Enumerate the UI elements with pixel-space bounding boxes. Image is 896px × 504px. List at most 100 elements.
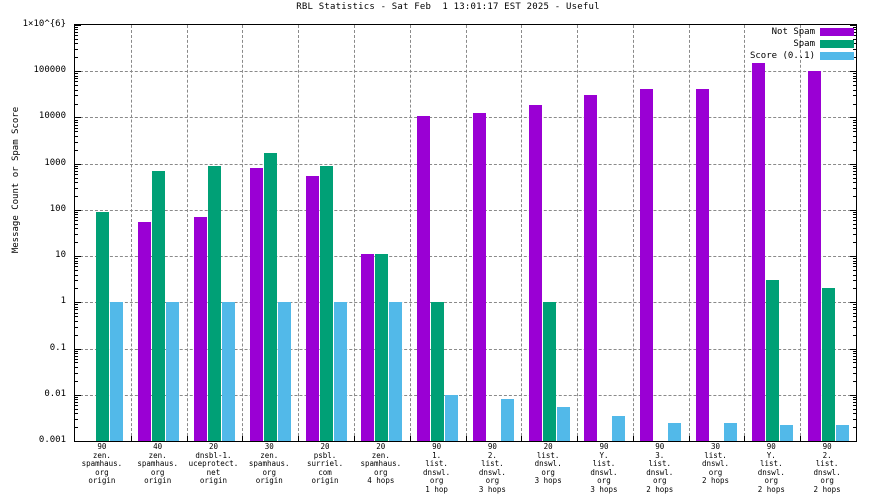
bar-score xyxy=(500,399,514,441)
y-tick-minor xyxy=(75,214,78,216)
y-tick-minor xyxy=(75,73,78,75)
y-tick-major xyxy=(75,25,81,26)
y-tick-minor xyxy=(853,350,856,352)
bar-score xyxy=(668,422,682,441)
vertical-gridline xyxy=(577,25,579,441)
y-tick-minor xyxy=(853,173,856,175)
y-tick-label: 10 xyxy=(55,250,66,261)
y-tick-minor xyxy=(853,396,856,398)
y-tick-minor xyxy=(853,165,856,167)
y-tick-minor xyxy=(853,362,856,364)
legend-item[interactable]: Spam xyxy=(750,38,854,50)
legend-label: Not Spam xyxy=(771,27,815,37)
y-tick-minor xyxy=(75,220,78,222)
bar-score xyxy=(445,395,459,441)
legend-item[interactable]: Not Spam xyxy=(750,26,854,38)
vertical-gridline xyxy=(465,25,467,441)
bar-score xyxy=(333,302,347,441)
y-tick-minor xyxy=(853,242,856,244)
y-tick-major xyxy=(850,163,856,165)
y-tick-minor xyxy=(75,212,78,213)
y-tick-minor xyxy=(853,355,856,357)
y-tick-minor xyxy=(75,358,78,360)
bar-score xyxy=(724,422,738,441)
y-tick-minor xyxy=(75,165,78,167)
x-tick xyxy=(577,436,579,441)
y-tick-minor xyxy=(853,228,856,230)
bar-not-spam xyxy=(640,88,654,441)
y-tick-minor xyxy=(853,177,856,179)
y-tick-label: 0.1 xyxy=(49,342,66,353)
y-tick-minor xyxy=(75,258,78,260)
y-tick-minor xyxy=(75,131,78,133)
y-tick-minor xyxy=(75,173,78,175)
y-tick-minor xyxy=(75,81,78,83)
y-tick-minor xyxy=(75,326,78,328)
y-tick-label: 0.001 xyxy=(38,435,66,445)
bar-not-spam xyxy=(305,175,319,441)
y-tick-minor xyxy=(75,320,78,322)
bar-spam xyxy=(375,254,389,441)
y-tick-minor xyxy=(853,75,856,77)
y-tick-minor xyxy=(75,266,78,268)
x-tick-label: 20 list. dnswl. org 3 hops xyxy=(534,442,562,486)
y-tick-minor xyxy=(75,29,78,31)
bar-spam xyxy=(319,165,333,441)
y-tick-label: 1000 xyxy=(44,157,66,168)
y-tick-minor xyxy=(853,418,856,420)
y-tick-minor xyxy=(853,306,856,308)
y-tick-minor xyxy=(853,372,856,374)
y-tick-label: 100 xyxy=(49,203,66,214)
y-tick-minor xyxy=(853,214,856,216)
y-tick-minor xyxy=(853,182,856,184)
y-tick-minor xyxy=(853,223,856,225)
y-tick-minor xyxy=(75,263,78,265)
y-tick-major xyxy=(75,302,81,304)
y-axis-tick-labels: 1×10^{6} 100000 10000 1000 100 10 1 0.1 0.01 0.00… xyxy=(0,19,66,445)
y-tick-minor xyxy=(853,38,856,40)
y-tick-label: 100000 xyxy=(33,65,66,76)
y-tick-minor xyxy=(75,38,78,40)
y-tick-major xyxy=(75,209,81,211)
y-tick-minor xyxy=(75,304,78,306)
y-tick-minor xyxy=(853,135,856,137)
bar-not-spam xyxy=(528,104,542,441)
x-tick-label: 90 zen. spamhaus. org origin xyxy=(81,442,123,486)
legend-swatch xyxy=(820,52,854,60)
x-tick-label: 20 psbl. surriel. com origin xyxy=(306,442,344,486)
y-tick-minor xyxy=(75,234,78,236)
y-tick-major xyxy=(75,348,81,350)
y-tick-minor xyxy=(853,85,856,87)
y-tick-minor xyxy=(853,358,856,360)
y-axis-title: Message Count or Spam Score xyxy=(11,106,21,254)
y-tick-minor xyxy=(853,32,856,34)
y-tick-minor xyxy=(75,121,78,123)
y-tick-minor xyxy=(853,43,856,45)
y-tick-minor xyxy=(75,217,78,219)
x-tick-label: 90 2. list. dnswl. org 2 hops xyxy=(813,442,841,494)
y-tick-minor xyxy=(853,353,856,355)
bar-not-spam xyxy=(696,88,710,441)
y-tick-minor xyxy=(75,427,78,429)
y-tick-minor xyxy=(75,170,78,172)
vertical-gridline xyxy=(521,25,523,441)
legend-item[interactable]: Score (0..1) xyxy=(750,50,854,62)
x-axis-tick-labels: 90 zen. spamhaus. org origin 40 zen. spamhaus. o… xyxy=(74,442,855,504)
bar-score xyxy=(612,415,626,441)
y-tick-minor xyxy=(853,334,856,336)
y-tick-minor xyxy=(75,187,78,189)
y-tick-minor xyxy=(853,260,856,262)
x-tick xyxy=(688,436,690,441)
y-tick-minor xyxy=(75,380,78,382)
bar-spam xyxy=(431,302,445,441)
x-tick xyxy=(744,436,746,441)
vertical-gridline xyxy=(298,25,300,441)
y-tick-minor xyxy=(75,32,78,34)
x-tick xyxy=(186,436,188,441)
bar-spam xyxy=(542,302,556,441)
y-tick-minor xyxy=(75,195,78,197)
y-tick-major xyxy=(850,302,856,304)
y-tick-minor xyxy=(853,195,856,197)
bar-score xyxy=(110,302,124,441)
x-tick-label: 20 zen. spamhaus. org 4 hops xyxy=(360,442,402,486)
